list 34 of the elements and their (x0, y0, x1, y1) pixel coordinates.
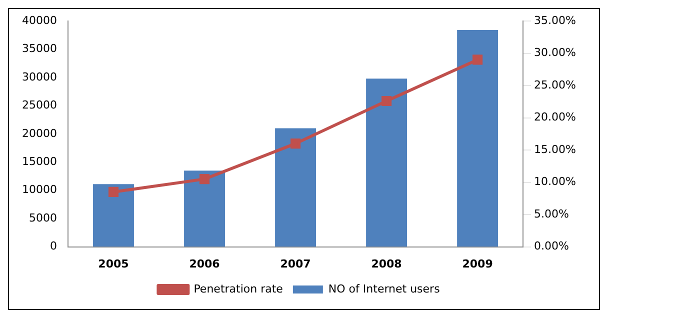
legend-label: NO of Internet users (328, 282, 440, 296)
y-tick-label: 25000 (22, 98, 57, 112)
y-tick-label: 30000 (22, 70, 57, 84)
y-tick-label: 0 (50, 240, 57, 253)
point (290, 138, 301, 149)
bar (93, 184, 134, 247)
y-tick-label: 5000 (28, 211, 57, 224)
point (472, 54, 483, 65)
y2-tick-label: 0.00% (534, 240, 570, 253)
y-tick-label: 35000 (22, 42, 57, 56)
y2-tick-label: 30.00% (534, 46, 576, 60)
y-tick-label: 40000 (22, 14, 57, 27)
bar (457, 30, 498, 247)
y2-tick-label: 25.00% (534, 78, 576, 92)
legend-label: Penetration rate (194, 282, 284, 296)
y2-tick-label: 10.00% (534, 175, 576, 188)
y-tick-label: 15000 (22, 154, 57, 168)
y2-tick-label: 15.00% (534, 142, 576, 156)
y-tick-label: 20000 (22, 126, 57, 140)
x-tick-label: 2005 (98, 257, 129, 270)
bar (275, 128, 316, 247)
y2-tick-label: 35.00% (534, 14, 576, 27)
y2-tick-label: 5.00% (534, 207, 570, 220)
point (199, 174, 210, 184)
bar (184, 170, 225, 247)
y-tick-label: 10000 (22, 183, 57, 196)
point (382, 96, 392, 106)
x-tick-label: 2009 (462, 257, 493, 270)
bar (366, 78, 408, 247)
y2-tick-label: 20.00% (534, 110, 576, 124)
x-tick-label: 2008 (371, 257, 402, 270)
point (108, 186, 119, 197)
x-tick-label: 2007 (280, 257, 311, 270)
x-tick-label: 2006 (189, 257, 220, 270)
